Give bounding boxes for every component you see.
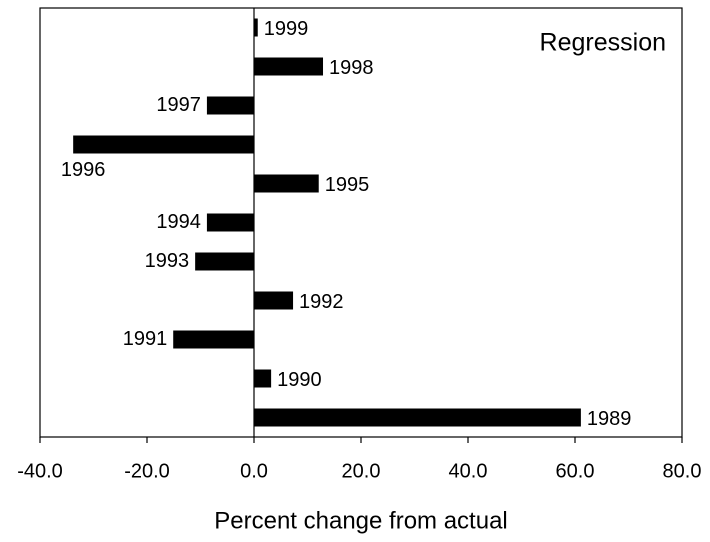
bar-label: 1994 [156, 211, 201, 233]
bar-label: 1991 [123, 328, 168, 350]
bar [254, 174, 319, 193]
bar [254, 291, 294, 310]
bar-label: 1996 [61, 159, 106, 181]
bar-label: 1989 [587, 408, 632, 430]
bar-label: 1993 [145, 250, 190, 272]
bar [195, 252, 254, 271]
bar [254, 57, 324, 76]
bar [254, 408, 581, 427]
bar-label: 1999 [264, 18, 309, 40]
bar [254, 18, 258, 37]
bar [173, 330, 254, 349]
annotation: Regression [540, 29, 666, 57]
bar-label: 1998 [329, 57, 374, 79]
bar-label: 1997 [156, 94, 201, 116]
x-tick-label: 40.0 [449, 460, 488, 482]
x-axis-title: Percent change from actual [214, 507, 508, 534]
x-tick-label: 0.0 [240, 460, 268, 482]
x-tick-label: -20.0 [124, 460, 170, 482]
bar-label: 1995 [325, 174, 370, 196]
bar [206, 96, 254, 115]
bar [206, 213, 254, 232]
bar [254, 369, 272, 388]
bar-label: 1992 [299, 291, 344, 313]
x-tick-label: 20.0 [342, 460, 381, 482]
bar-label: 1990 [277, 369, 322, 391]
bar [73, 135, 254, 154]
x-tick-label: 80.0 [663, 460, 702, 482]
x-tick-label: 60.0 [556, 460, 595, 482]
x-tick-label: -40.0 [17, 460, 63, 482]
